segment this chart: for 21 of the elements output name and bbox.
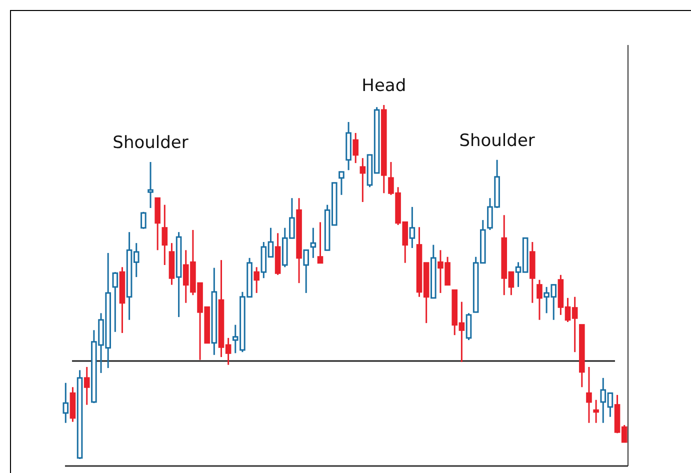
candlestick [466,312,472,341]
candlestick [303,249,310,294]
candlestick [352,132,359,164]
candlestick [62,382,69,424]
candlestick [586,366,592,424]
annotation: Shoulder [459,130,535,151]
candlestick [360,157,366,203]
candlestick [409,206,416,249]
candlestick [140,211,146,230]
text: Head [362,76,406,96]
candlestick [593,399,599,424]
candlestick [84,366,90,406]
candlestick [310,227,316,259]
annotation: Shoulder [112,132,188,153]
candlestick [317,221,324,264]
candlestick [112,271,118,333]
candlestick [338,171,344,196]
candlestick [254,266,260,294]
candlestick [148,161,154,209]
candlestick [536,279,542,321]
candlestick [162,204,168,266]
